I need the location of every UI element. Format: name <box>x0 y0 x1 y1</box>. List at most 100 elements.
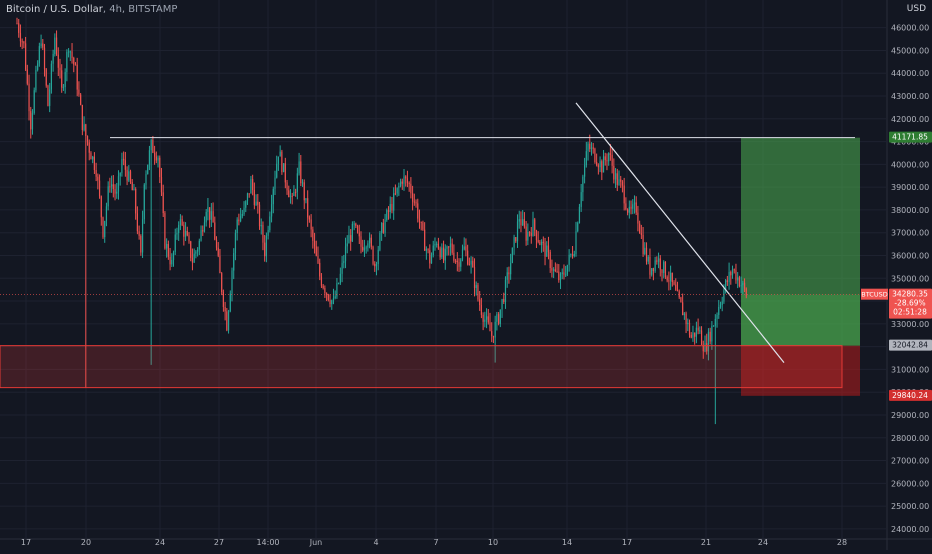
candle[interactable] <box>307 190 309 227</box>
candle[interactable] <box>523 212 525 229</box>
candle[interactable] <box>344 237 347 269</box>
candle[interactable] <box>563 264 565 280</box>
candle[interactable] <box>52 49 54 72</box>
candle[interactable] <box>485 308 488 329</box>
candle[interactable] <box>477 282 479 302</box>
candle[interactable] <box>141 210 144 258</box>
candle[interactable] <box>664 261 667 279</box>
candle[interactable] <box>338 282 340 285</box>
candle[interactable] <box>470 256 472 274</box>
candle[interactable] <box>627 208 629 216</box>
candle[interactable] <box>369 232 371 249</box>
candle[interactable] <box>365 245 367 254</box>
candle[interactable] <box>19 24 22 47</box>
candle[interactable] <box>599 156 601 173</box>
candle[interactable] <box>382 218 384 234</box>
candle[interactable] <box>549 249 551 273</box>
candle[interactable] <box>656 256 658 265</box>
candle[interactable] <box>442 240 445 264</box>
candle[interactable] <box>714 314 716 425</box>
candle[interactable] <box>461 244 464 262</box>
candle[interactable] <box>403 169 405 191</box>
candle[interactable] <box>492 335 495 343</box>
candle[interactable] <box>193 248 195 263</box>
candle[interactable] <box>49 82 51 113</box>
candle[interactable] <box>657 252 660 269</box>
candle[interactable] <box>410 177 412 199</box>
candle[interactable] <box>642 226 644 257</box>
candle[interactable] <box>566 264 568 277</box>
candle[interactable] <box>430 252 433 264</box>
candle[interactable] <box>133 184 135 191</box>
candle[interactable] <box>150 138 152 365</box>
candle[interactable] <box>61 64 63 93</box>
candle[interactable] <box>179 214 181 231</box>
candle[interactable] <box>209 207 211 228</box>
candle[interactable] <box>551 259 553 278</box>
candle[interactable] <box>539 239 541 246</box>
candle[interactable] <box>71 43 73 64</box>
candle[interactable] <box>408 181 410 192</box>
candle[interactable] <box>439 246 441 260</box>
candle[interactable] <box>26 64 28 86</box>
candle[interactable] <box>391 197 393 214</box>
candle[interactable] <box>68 48 70 58</box>
candle[interactable] <box>329 294 331 308</box>
candle[interactable] <box>81 104 83 136</box>
candle[interactable] <box>238 213 240 226</box>
candle[interactable] <box>92 155 94 164</box>
candle[interactable] <box>436 241 438 248</box>
candle[interactable] <box>604 152 606 166</box>
candle[interactable] <box>640 224 642 240</box>
candle[interactable] <box>16 17 18 25</box>
candle[interactable] <box>240 207 242 223</box>
candle[interactable] <box>394 184 396 196</box>
candle[interactable] <box>107 181 109 211</box>
candle[interactable] <box>265 232 267 263</box>
candle[interactable] <box>313 232 316 254</box>
candle[interactable] <box>80 92 82 106</box>
candle[interactable] <box>690 332 692 339</box>
candle[interactable] <box>630 200 632 215</box>
candle[interactable] <box>499 309 501 328</box>
candle[interactable] <box>326 292 328 302</box>
candle[interactable] <box>262 221 264 251</box>
candle[interactable] <box>448 246 450 256</box>
candle[interactable] <box>171 253 173 267</box>
candle[interactable] <box>515 236 517 243</box>
candle[interactable] <box>726 275 728 286</box>
candle[interactable] <box>181 215 183 227</box>
candle[interactable] <box>700 326 703 345</box>
candle[interactable] <box>148 145 151 171</box>
candle[interactable] <box>510 253 512 280</box>
candle[interactable] <box>632 199 634 215</box>
candle[interactable] <box>135 187 137 220</box>
candle[interactable] <box>482 312 484 331</box>
candle[interactable] <box>140 234 142 256</box>
candle[interactable] <box>659 255 661 277</box>
candle[interactable] <box>367 240 369 252</box>
candle[interactable] <box>269 211 271 233</box>
candle[interactable] <box>88 139 90 161</box>
candle[interactable] <box>706 333 708 355</box>
candle[interactable] <box>587 141 589 161</box>
candle[interactable] <box>64 68 66 94</box>
candle[interactable] <box>362 239 364 253</box>
candle[interactable] <box>601 159 603 181</box>
candle[interactable] <box>372 245 374 266</box>
candle[interactable] <box>356 224 359 234</box>
candle[interactable] <box>85 123 87 388</box>
candle[interactable] <box>348 225 350 244</box>
candle[interactable] <box>167 240 169 260</box>
candle[interactable] <box>673 280 675 286</box>
candle[interactable] <box>112 175 114 198</box>
candle[interactable] <box>585 141 587 168</box>
candle[interactable] <box>360 231 362 254</box>
candle[interactable] <box>143 183 145 224</box>
candle[interactable] <box>289 189 292 204</box>
candle[interactable] <box>121 152 123 177</box>
candle[interactable] <box>682 293 684 316</box>
candle[interactable] <box>389 196 391 219</box>
candle[interactable] <box>406 170 409 188</box>
candle[interactable] <box>69 50 71 61</box>
